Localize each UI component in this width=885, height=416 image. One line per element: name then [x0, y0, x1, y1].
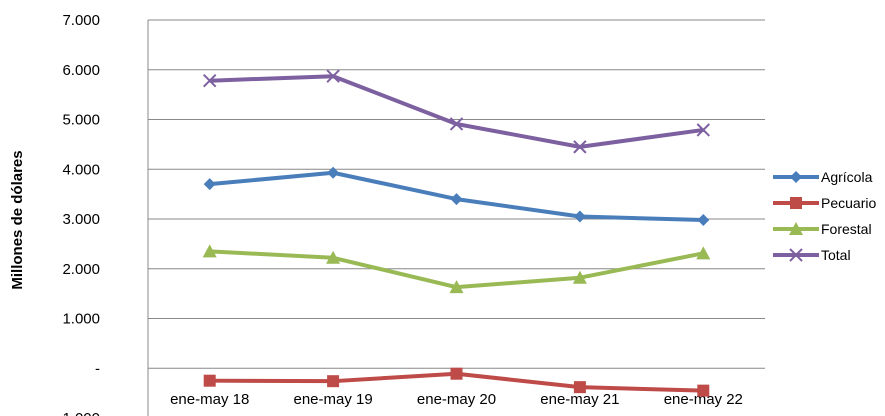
data-point-forestal — [696, 246, 711, 260]
data-point-agricola — [697, 213, 710, 226]
y-tick-labels: 7.000 6.000 5.000 4.000 3.000 2.000 1.000 - -1.0… — [57, 12, 100, 416]
data-point-agricola — [203, 178, 216, 191]
data-point-forestal — [326, 250, 341, 264]
legend-marker — [789, 248, 803, 262]
x-tick-labels: ene-may 18 ene-may 19 ene-may 20 ene-may 21… — [170, 391, 743, 408]
data-point-pecuario — [450, 367, 463, 380]
series-line-total — [209, 74, 704, 149]
data-point-pecuario — [327, 375, 340, 388]
x-tick-label: ene-may 18 — [170, 391, 249, 408]
legend-marker — [790, 171, 802, 183]
gridlines — [148, 19, 765, 319]
legend-item-total: Total — [773, 247, 851, 263]
legend: Agrícola Pecuario Forestal Total — [773, 169, 876, 263]
x-tick-label: ene-may 22 — [664, 391, 743, 408]
data-point-forestal — [202, 244, 217, 258]
data-point-agricola — [573, 210, 586, 223]
legend-item-pecuario: Pecuario — [773, 195, 876, 211]
x-tick-label: ene-may 19 — [293, 391, 372, 408]
legend-item-agricola: Agrícola — [773, 169, 873, 185]
data-point-agricola — [327, 166, 340, 179]
data-point-pecuario — [203, 374, 216, 387]
data-point-pecuario — [573, 381, 586, 394]
data-point-forestal — [449, 280, 464, 294]
data-point-total — [449, 117, 464, 131]
y-tick-label: 3.000 — [62, 211, 100, 228]
legend-label: Total — [821, 247, 851, 263]
marker-stroke — [449, 117, 464, 131]
y-tick-label: -1.000 — [57, 410, 100, 416]
data-point-agricola — [450, 193, 463, 206]
legend-item-forestal: Forestal — [773, 221, 872, 237]
data-point-total — [202, 73, 217, 88]
legend-label: Forestal — [821, 221, 872, 237]
x-tick-label: ene-may 20 — [417, 391, 496, 408]
marker-stroke — [326, 69, 340, 83]
marker-stroke — [202, 73, 217, 88]
legend-label: Pecuario — [821, 195, 876, 211]
legend-label: Agrícola — [821, 169, 873, 185]
y-tick-label: 1.000 — [62, 311, 100, 328]
y-tick-label: 7.000 — [62, 12, 100, 29]
data-point-forestal — [572, 270, 587, 284]
legend-marker — [790, 197, 802, 209]
data-point-total — [326, 69, 340, 83]
marker-stroke — [696, 123, 711, 137]
marker-stroke — [573, 140, 587, 154]
y-tick-label: 2.000 — [62, 261, 100, 278]
data-point-pecuario — [697, 384, 710, 397]
x-tick-label: ene-may 21 — [540, 391, 619, 408]
y-tick-label: - — [95, 360, 100, 377]
y-axis-label: Millones de dólares — [9, 150, 26, 289]
data-point-total — [696, 123, 711, 137]
series-lines — [202, 69, 711, 397]
y-tick-label: 4.000 — [62, 161, 100, 178]
marker-stroke — [789, 248, 803, 262]
y-tick-label: 6.000 — [62, 62, 100, 79]
legend-marker — [789, 222, 803, 235]
y-tick-label: 5.000 — [62, 112, 100, 129]
data-point-total — [573, 140, 587, 154]
